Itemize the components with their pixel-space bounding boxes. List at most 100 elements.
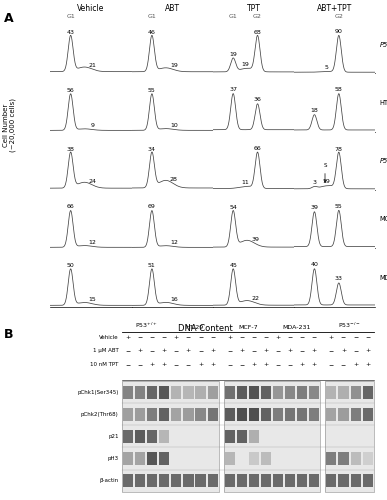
Bar [195, 408, 205, 421]
Bar [237, 430, 247, 444]
Bar [224, 452, 235, 466]
Text: +: + [186, 348, 191, 354]
Text: −: − [186, 362, 191, 367]
Bar [122, 332, 219, 380]
Text: −: − [137, 362, 143, 367]
Text: 28: 28 [170, 178, 178, 182]
Bar [261, 474, 271, 488]
Text: −: − [210, 334, 215, 340]
Text: −: − [288, 334, 293, 340]
Text: +: + [125, 334, 130, 340]
Bar [135, 386, 145, 399]
Bar [261, 386, 271, 399]
Bar [363, 386, 373, 399]
Bar [363, 386, 373, 399]
Text: +: + [251, 362, 257, 367]
Text: 36: 36 [253, 98, 262, 102]
Bar [123, 386, 133, 399]
Bar [273, 408, 283, 421]
Bar [237, 386, 247, 399]
Bar [338, 408, 349, 421]
Text: −: − [149, 334, 155, 340]
Bar [297, 408, 307, 421]
Bar [297, 386, 307, 399]
Bar [207, 474, 218, 488]
Text: −: − [198, 348, 203, 354]
Bar [297, 474, 307, 488]
Text: HT-29: HT-29 [185, 326, 204, 330]
Bar [273, 386, 283, 399]
Bar [147, 430, 157, 444]
Bar [338, 474, 349, 488]
Text: G1: G1 [147, 14, 156, 18]
Text: 38: 38 [67, 146, 75, 152]
Bar [363, 408, 373, 421]
Bar [171, 408, 182, 421]
Text: Cell Number
(~20,000 cells): Cell Number (~20,000 cells) [3, 98, 16, 152]
Text: 33: 33 [335, 276, 343, 281]
Text: G1: G1 [229, 14, 238, 18]
Text: −: − [329, 348, 334, 354]
Text: p21: p21 [108, 434, 118, 439]
Bar [309, 408, 320, 421]
Bar [159, 430, 169, 444]
Text: −: − [353, 348, 358, 354]
Text: 10: 10 [170, 123, 178, 128]
Bar [309, 474, 320, 488]
Text: P53⁻/⁻: P53⁻/⁻ [379, 158, 387, 164]
Bar [237, 474, 247, 488]
Bar [147, 452, 157, 466]
Text: 15: 15 [89, 298, 96, 302]
Bar [207, 386, 218, 399]
Text: 43: 43 [67, 30, 75, 35]
Bar [351, 474, 361, 488]
Bar [123, 430, 133, 444]
Bar [135, 452, 145, 466]
Text: −: − [300, 334, 305, 340]
Text: 12: 12 [170, 240, 178, 245]
Text: 10 nM TPT: 10 nM TPT [90, 362, 118, 367]
Bar [351, 474, 361, 488]
Text: 9: 9 [91, 123, 94, 128]
Text: 24: 24 [89, 178, 97, 184]
Text: +: + [365, 348, 370, 354]
Text: −: − [174, 348, 179, 354]
Bar [351, 408, 361, 421]
Bar [338, 474, 349, 488]
Text: 21: 21 [89, 62, 96, 68]
Text: 1 μM ABT: 1 μM ABT [93, 348, 118, 354]
Bar [338, 408, 349, 421]
Bar [183, 408, 194, 421]
Bar [183, 386, 194, 399]
Text: +: + [210, 348, 215, 354]
Text: 34: 34 [148, 147, 156, 152]
Bar [261, 386, 271, 399]
Text: −: − [300, 348, 305, 354]
Text: 39: 39 [251, 237, 259, 242]
Text: +: + [210, 362, 215, 367]
Bar [195, 386, 205, 399]
Bar [363, 474, 373, 488]
Text: 18: 18 [310, 108, 319, 113]
Bar [351, 452, 361, 466]
Text: −: − [365, 334, 370, 340]
Text: 3: 3 [312, 180, 317, 186]
Text: +: + [300, 362, 305, 367]
Text: 19: 19 [241, 62, 249, 67]
Bar [326, 386, 336, 399]
Bar [159, 386, 169, 399]
Text: −: − [162, 334, 167, 340]
Text: −: − [251, 348, 257, 354]
Text: P53$^{+/+}$: P53$^{+/+}$ [135, 321, 158, 330]
Text: Vehicle: Vehicle [99, 334, 118, 340]
Bar [309, 408, 320, 421]
Text: 11: 11 [241, 180, 249, 185]
Bar [147, 386, 157, 399]
Text: +: + [276, 334, 281, 340]
Text: +: + [198, 362, 203, 367]
Text: −: − [186, 334, 191, 340]
Bar [237, 474, 247, 488]
Title: ABT+TPT: ABT+TPT [317, 4, 353, 13]
Text: 19: 19 [323, 180, 330, 184]
Bar [135, 408, 145, 421]
